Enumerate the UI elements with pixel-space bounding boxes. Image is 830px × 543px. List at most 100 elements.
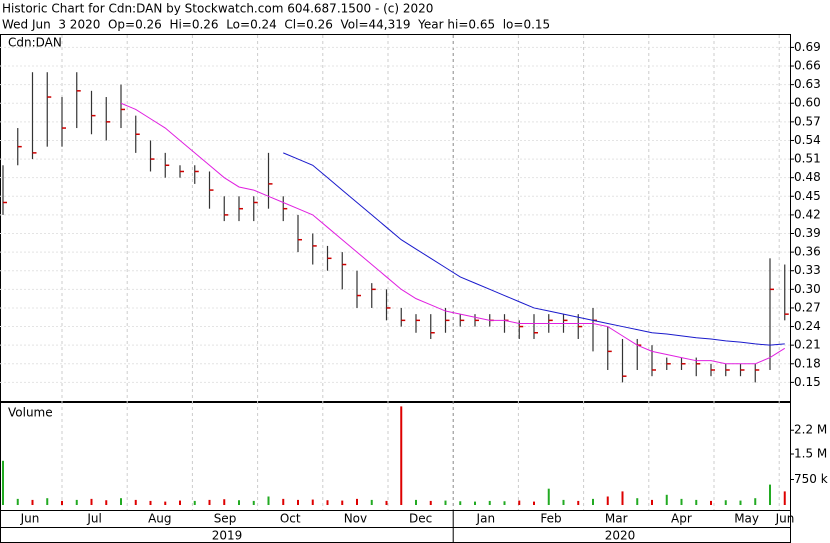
volume-bar [459,501,462,505]
y-tick-label: 0.21 [794,338,821,352]
volume-bar [739,500,742,505]
price-panel [0,34,791,402]
volume-bar [769,484,771,505]
volume-bar [651,499,653,505]
panel-title: Cdn:DAN [8,36,62,50]
month-label: Aug [148,512,171,526]
month-label: Nov [344,512,367,526]
y-tick-label: 0.36 [794,245,821,259]
volume-bar [297,499,299,505]
header-line: Wed Jun 3 2020 Op=0.26 Hi=0.26 Lo=0.24 C… [2,18,550,32]
y-tick-label: 0.66 [794,59,821,73]
y-tick-label: 0.63 [794,77,821,91]
y-tick-label: 0.48 [794,170,821,184]
month-label: Oct [280,512,301,526]
volume-bar [341,500,344,505]
volume-bar [311,499,314,505]
year-label: 2019 [212,529,243,543]
volume-bar [518,500,521,505]
volume-bar [356,498,358,505]
volume-bar [179,500,181,505]
volume-bar [385,500,388,505]
volume-bar [592,498,594,505]
y-tick-label: 0.69 [794,40,821,54]
y-tick-label: 0.33 [794,263,821,277]
y-tick-label: 0.42 [794,207,821,221]
moving-average [283,152,785,346]
volume-bar [680,498,683,505]
volume-bar [636,498,639,505]
volume-bar [134,499,137,505]
volume-bar [252,500,255,505]
volume-bar [695,499,698,505]
volume-bar [621,491,624,505]
volume-bar [208,499,211,505]
volume-bar [105,500,108,505]
volume-bar [164,501,167,505]
panel-title: Volume [8,406,53,420]
y-tick-label: 0.45 [794,189,821,203]
volume-bar [562,499,565,505]
y-tick-label: 0.60 [794,96,821,110]
y-tick-label: 0.15 [794,375,821,389]
volume-bar [16,498,19,505]
volume-bar [282,498,285,505]
y-tick-label: 0.39 [794,226,821,240]
volume-bar [474,501,476,505]
volume-bar [267,496,270,505]
volume-bar [710,500,712,505]
volume-bar [754,498,757,505]
y-tick-label: 0.30 [794,282,821,296]
header-line: Historic Chart for Cdn:DAN by Stockwatch… [2,2,433,16]
volume-bar [606,496,609,505]
volume-bar [370,499,373,505]
volume-bar [31,499,34,505]
volume-bar [783,491,786,505]
y-tick-label: 0.18 [794,356,821,370]
volume-bar [400,406,403,505]
year-label: 2020 [605,529,636,543]
volume-panel [0,402,791,511]
volume-bar [429,500,432,505]
y-tick-label: 0.27 [794,300,821,314]
volume-bar [665,494,668,505]
month-label: Feb [540,512,561,526]
month-label: Dec [409,512,432,526]
volume-bar [75,499,78,505]
volume-bar [415,499,417,505]
volume-bar [488,500,491,505]
y-tick-label: 0.24 [794,319,821,333]
volume-bar [533,501,535,505]
y-tick-label: 0.51 [794,152,821,166]
y-tick-label: 2.2 M [794,423,827,437]
month-label: Mar [605,512,628,526]
volume-bar [326,500,329,505]
volume-bar [120,498,122,505]
y-tick-label: 750 k [794,472,828,486]
month-label: Jun [20,512,40,526]
moving-average [120,102,786,365]
volume-bar [46,498,49,505]
volume-bar [577,500,580,505]
volume-bar [90,498,93,505]
month-label: Apr [671,512,692,526]
volume-bar [193,500,196,505]
y-tick-label: 0.54 [794,133,821,147]
volume-bar [547,488,550,505]
volume-bar [444,500,447,505]
volume-bar [238,500,240,505]
y-tick-label: 0.57 [794,114,821,128]
month-label: Jun [775,512,795,526]
month-label: Sep [214,512,237,526]
month-label: Jul [86,512,101,526]
y-tick-label: 1.5 M [794,447,827,461]
month-label: Jan [476,512,496,526]
volume-bar [149,500,152,505]
month-label: May [734,512,759,526]
volume-bar [61,500,63,505]
volume-bar [724,500,727,505]
volume-bar [2,460,4,505]
volume-bar [503,501,506,505]
